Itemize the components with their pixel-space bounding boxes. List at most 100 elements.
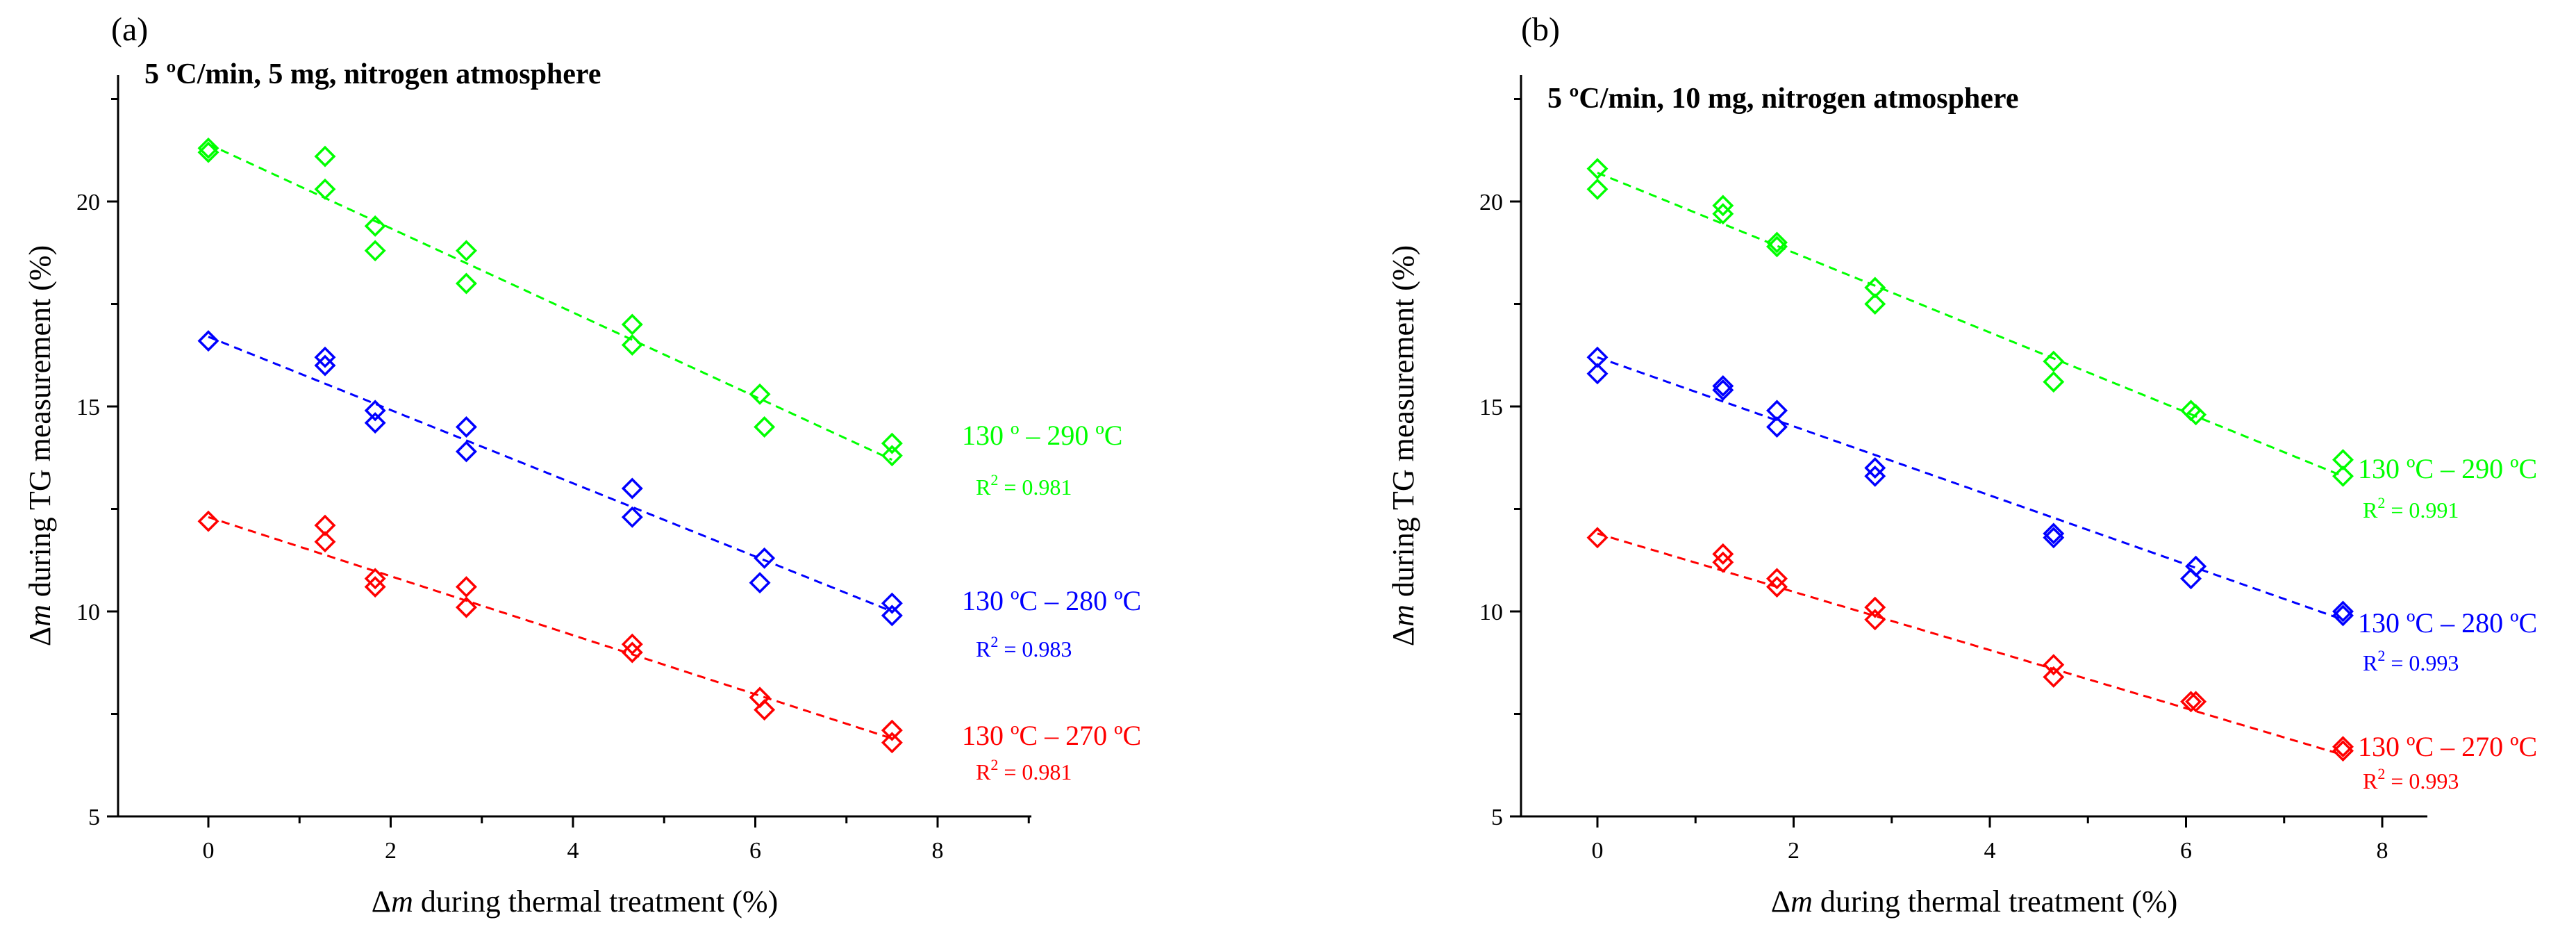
fit-line [1597,532,2343,756]
data-point [1586,158,1609,180]
data-point [2332,740,2354,762]
series-0: 130 ºC – 290 ºC R2 = 0.991 [1586,158,2537,523]
y-tick-label: 20 [76,190,100,215]
r2-label: R2 = 0.981 [976,756,1072,784]
data-point [2043,523,2065,545]
chart-panel-a: (a) 5 ºC/min, 5 mg, nitrogen atmosphere 5 1… [23,11,1141,919]
data-point [1586,178,1609,200]
series-label: 130 ºC – 270 ºC [2358,731,2537,762]
data-point [2332,600,2354,623]
series-label: 130 ºC – 290 ºC [2358,453,2537,484]
x-tick-label: 4 [1984,838,1996,864]
data-point [881,592,903,614]
r2-value: = 0.991 [2385,497,2459,523]
r2-value: = 0.981 [998,759,1072,784]
series-label: 130 ºC – 280 ºC [2358,607,2537,639]
r2-superscript: 2 [990,756,998,773]
data-point [621,313,643,336]
x-tick-label: 8 [2377,838,2388,864]
data-point [621,506,643,528]
series-1: 130 ºC – 280 ºC R2 = 0.983 [197,330,1141,661]
data-point [2185,404,2207,426]
x-tick-label: 0 [203,838,215,864]
data-point [1712,551,1734,573]
r2-label: R2 = 0.981 [976,471,1072,500]
x-axis-title-var: m [1790,884,1813,919]
data-point [2180,691,2202,713]
series-label: 130 ºC – 270 ºC [962,720,1141,751]
y-tick-label: 5 [88,805,100,830]
x-axis-title: Δm during thermal treatment (%) [372,884,778,919]
r2-label: R2 = 0.993 [2363,647,2459,675]
data-point [1864,596,1886,618]
x-tick-label: 2 [1788,838,1800,864]
data-point [881,445,903,467]
data-point [749,572,771,594]
r2-letter: R [976,759,991,784]
r2-value: = 0.981 [998,475,1072,500]
x-tick-label: 6 [2180,838,2192,864]
r2-label: R2 = 0.983 [976,633,1072,661]
y-axis-title-delta: Δ [23,627,57,646]
data-point [754,547,776,569]
r2-superscript: 2 [2377,765,2385,782]
data-point [2043,371,2065,393]
data-point [1586,527,1609,549]
r2-value: = 0.993 [2385,768,2459,793]
r2-label: R2 = 0.993 [2363,765,2459,793]
data-point [2043,527,2065,549]
x-tick-label: 6 [749,838,761,864]
chart-title: 5 ºC/min, 5 mg, nitrogen atmosphere [144,58,601,90]
y-axis-title-text: during TG measurement (%) [1386,245,1420,604]
data-point [1766,231,1788,254]
data-point [314,145,336,167]
r2-label: R2 = 0.991 [2363,494,2459,523]
chart-title: 5 ºC/min, 10 mg, nitrogen atmosphere [1547,83,2018,115]
data-point [197,141,219,163]
data-point [2185,555,2207,577]
data-point [2332,465,2354,487]
series-1: 130 ºC – 280 ºC R2 = 0.993 [1586,346,2537,675]
y-tick-label: 10 [76,600,100,625]
series-label: 130 ºC – 280 ºC [962,585,1141,616]
panel-label: (a) [111,11,148,48]
data-point [455,441,477,463]
r2-letter: R [2363,650,2378,675]
data-point [754,416,776,438]
fit-line [208,143,893,461]
x-axis-title-text: during thermal treatment (%) [413,884,778,919]
fit-line [208,336,892,613]
data-point [197,330,219,352]
series-label: 130 º – 290 ºC [962,420,1122,451]
data-point [621,477,643,500]
data-point [455,596,477,618]
y-axis-title-var: m [1386,604,1420,627]
x-axis-title-text: during thermal treatment (%) [1813,884,2177,919]
x-tick-label: 4 [567,838,579,864]
data-point [1766,416,1788,438]
data-point [754,699,776,721]
data-point [2185,691,2207,713]
data-point [197,510,219,532]
data-point [621,641,643,664]
data-point [1712,379,1734,401]
r2-value: = 0.983 [998,636,1072,661]
y-axis-title-text: during TG measurement (%) [23,245,57,604]
data-point [2043,666,2065,688]
fit-line [1597,172,2344,477]
data-point [364,215,386,237]
data-point [364,400,386,422]
y-axis-title-var: m [23,604,57,627]
data-point [197,137,219,159]
data-point [1712,195,1734,217]
y-tick-label: 15 [76,395,100,420]
data-point [1712,543,1734,565]
r2-letter: R [976,475,991,500]
data-point [2043,350,2065,372]
data-point [1712,203,1734,225]
data-point [364,576,386,598]
data-point [314,354,336,377]
r2-value: = 0.993 [2385,650,2459,675]
